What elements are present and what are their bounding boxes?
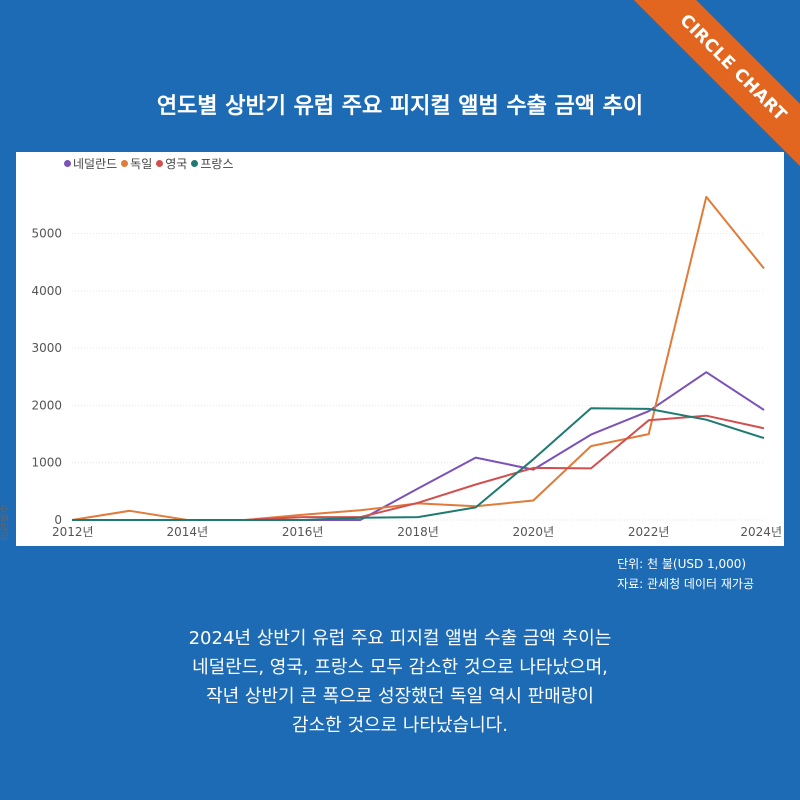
description-line: 감소한 것으로 나타났습니다. [292,715,508,736]
x-tick-label: 2022년 [628,525,670,539]
source-note: 자료: 관세청 데이터 재가공 [617,577,754,591]
y-tick-label: 1000 [31,456,62,470]
series-line-프랑스 [72,407,765,521]
x-tick-label: 2018년 [397,525,439,539]
line-chart: 0 1000 2000 3000 4000 5000 2012년 2014년 2016년 2018… [31,195,782,539]
y-tick-label: 4000 [31,284,62,298]
chart-panel: 네덜란드 독일 영국 프랑스 0 1000 2000 3000 4000 5000 2012년 20… [0,152,784,546]
chart-notes: 단위: 천 불(USD 1,000) 자료: 관세청 데이터 재가공 [617,554,754,594]
legend-label: 독일 [130,157,153,171]
x-tick-label: 2020년 [513,525,555,539]
description-line: 네덜란드, 영국, 프랑스 모두 감소한 것으로 나타났으며, [192,657,608,678]
description-line: 2024년 상반기 유럽 주요 피지컬 앨범 수출 금액 추이는 [188,628,612,649]
chart-legend: 네덜란드 독일 영국 프랑스 [64,155,233,172]
legend-dot-icon [121,160,129,167]
legend-item: 네덜란드 [64,155,117,172]
legend-dot-icon [156,160,164,167]
description-line: 작년 상반기 큰 폭으로 성장했던 독일 역시 판매량이 [206,686,594,707]
circle-chart-ribbon: CIRCLE CHART [629,0,800,172]
y-tick-label: 0 [54,513,62,527]
legend-item: 영국 [156,155,187,172]
legend-dot-icon [191,160,199,167]
x-tick-label: 2014년 [167,525,209,539]
x-tick-label: 2016년 [282,525,324,539]
legend-label: 프랑스 [200,157,234,171]
legend-dot-icon [64,160,71,167]
description: 2024년 상반기 유럽 주요 피지컬 앨범 수출 금액 추이는 네덜란드, 영… [0,624,800,740]
series-line-네덜란드 [72,371,765,521]
y-tick-label: 5000 [31,227,62,241]
legend-label: 영국 [165,157,188,171]
unit-note: 단위: 천 불(USD 1,000) [617,557,747,571]
page-title: 연도별 상반기 유럽 주요 피지컬 앨범 수출 금액 추이 [156,94,644,119]
legend-item: 독일 [121,155,152,172]
y-tick-label: 2000 [31,398,62,412]
legend-item: 프랑스 [191,155,233,172]
series-line-독일 [71,195,765,521]
legend-label: 네덜란드 [73,157,118,171]
x-tick-label: 2024년 [740,525,782,539]
y-axis-label: 수출금액 [0,504,8,541]
y-tick-label: 3000 [31,341,62,355]
x-tick-label: 2012년 [52,525,94,539]
